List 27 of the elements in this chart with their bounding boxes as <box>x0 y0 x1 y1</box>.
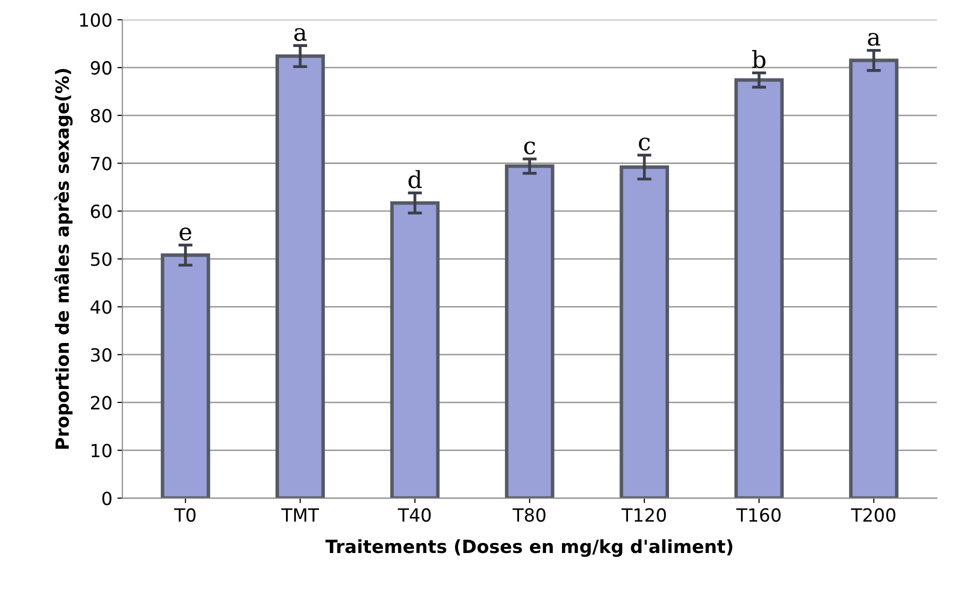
x-tick-label: TMT <box>281 508 320 522</box>
y-tick-label: 100 <box>80 13 112 27</box>
y-tick-label: 70 <box>91 156 112 170</box>
annotation: a <box>868 32 880 46</box>
x-tick-label: T160 <box>736 508 781 522</box>
annotation: b <box>752 50 766 68</box>
y-tick-label: 40 <box>90 300 112 314</box>
y-tick-label: 0 <box>102 492 112 506</box>
x-tick-label: T0 <box>174 508 196 522</box>
x-axis-title: Traitements (Doses en mg/kg d'aliment) <box>325 539 732 557</box>
y-tick-label: 80 <box>90 108 112 123</box>
y-tick-label: 60 <box>90 204 112 218</box>
y-tick-label: 10 <box>92 444 112 458</box>
x-tick-label: T40 <box>398 508 431 522</box>
x-tick-label: T200 <box>850 508 896 522</box>
annotation: c <box>638 138 650 151</box>
annotation: d <box>408 170 422 188</box>
y-axis-title: Proportion de mâles après sexage(%) <box>54 69 73 449</box>
y-tick-label: 90 <box>90 61 112 75</box>
annotation: e <box>180 228 192 240</box>
y-tick-label: 20 <box>90 396 112 410</box>
x-tick-label: T120 <box>622 508 666 522</box>
y-tick-label: 50 <box>91 252 112 266</box>
annotation: c <box>524 141 536 154</box>
y-tick-label: 30 <box>91 348 112 362</box>
annotation: a <box>294 28 307 41</box>
x-tick-label: T80 <box>512 508 546 522</box>
